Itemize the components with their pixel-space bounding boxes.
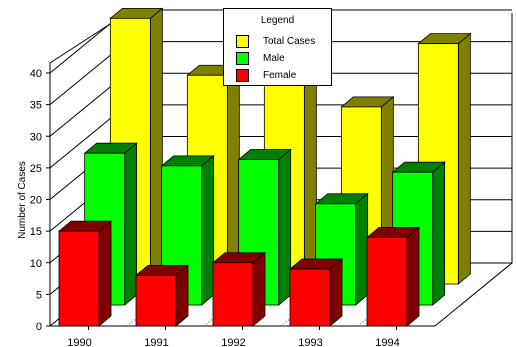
x-tick-label: 1993 <box>298 337 322 347</box>
bar-side <box>278 148 292 306</box>
bar-side <box>226 64 240 285</box>
y-tick-label: 30 <box>30 131 42 143</box>
bar-side <box>457 32 471 285</box>
y-tick-label: 15 <box>30 226 42 238</box>
y-axis-label: Number of Cases <box>17 161 28 239</box>
bar-female-1993 <box>288 258 344 327</box>
bar-female-1990 <box>57 220 113 327</box>
bar-face <box>289 268 331 327</box>
chart-labels: 0 5 10 15 20 25 30 35 40 1990 1991 1992 1993 1994 <box>30 68 400 347</box>
bar-side <box>175 264 189 327</box>
bar-side <box>98 220 112 327</box>
bar-side <box>355 192 369 306</box>
legend-label-female: Female <box>263 70 297 81</box>
floor-right-edge <box>434 262 513 327</box>
bar-side <box>252 251 266 327</box>
chart-bars <box>57 7 472 327</box>
y-tick-label: 0 <box>36 321 42 333</box>
left-wall-edge <box>49 12 128 326</box>
bar-side <box>406 226 420 327</box>
bar-female-1991 <box>134 264 190 327</box>
y-tick-label: 40 <box>30 68 42 80</box>
bar-female-1992 <box>211 251 267 327</box>
bar-side <box>432 161 446 306</box>
legend-label-male: Male <box>263 53 285 64</box>
bar-face <box>366 237 408 327</box>
bar-female-1994 <box>365 226 421 327</box>
bar-side <box>124 142 138 306</box>
legend-label-total-cases: Total Cases <box>263 36 316 47</box>
bar-face <box>58 230 100 327</box>
legend-swatch-total-cases <box>236 35 249 48</box>
x-tick-label: 1994 <box>375 337 399 347</box>
y-tick-label: 5 <box>36 289 42 301</box>
y-tick-label: 35 <box>30 100 42 112</box>
legend-swatch-male <box>236 52 249 65</box>
bar-face <box>212 262 254 327</box>
bar-side <box>149 7 163 285</box>
legend-title: Legend <box>260 15 295 26</box>
bar-face <box>135 274 177 327</box>
bar-side <box>329 258 343 327</box>
x-tick-label: 1990 <box>67 337 91 347</box>
y-tick-label: 25 <box>30 163 42 175</box>
y-tick-label: 10 <box>30 258 42 270</box>
x-tick-label: 1991 <box>144 337 168 347</box>
legend: Legend Total Cases Male Female <box>223 8 332 86</box>
y-tick-label: 20 <box>30 195 42 207</box>
x-tick-label: 1992 <box>221 337 245 347</box>
bar-side <box>201 154 215 306</box>
legend-swatch-female <box>236 69 249 82</box>
